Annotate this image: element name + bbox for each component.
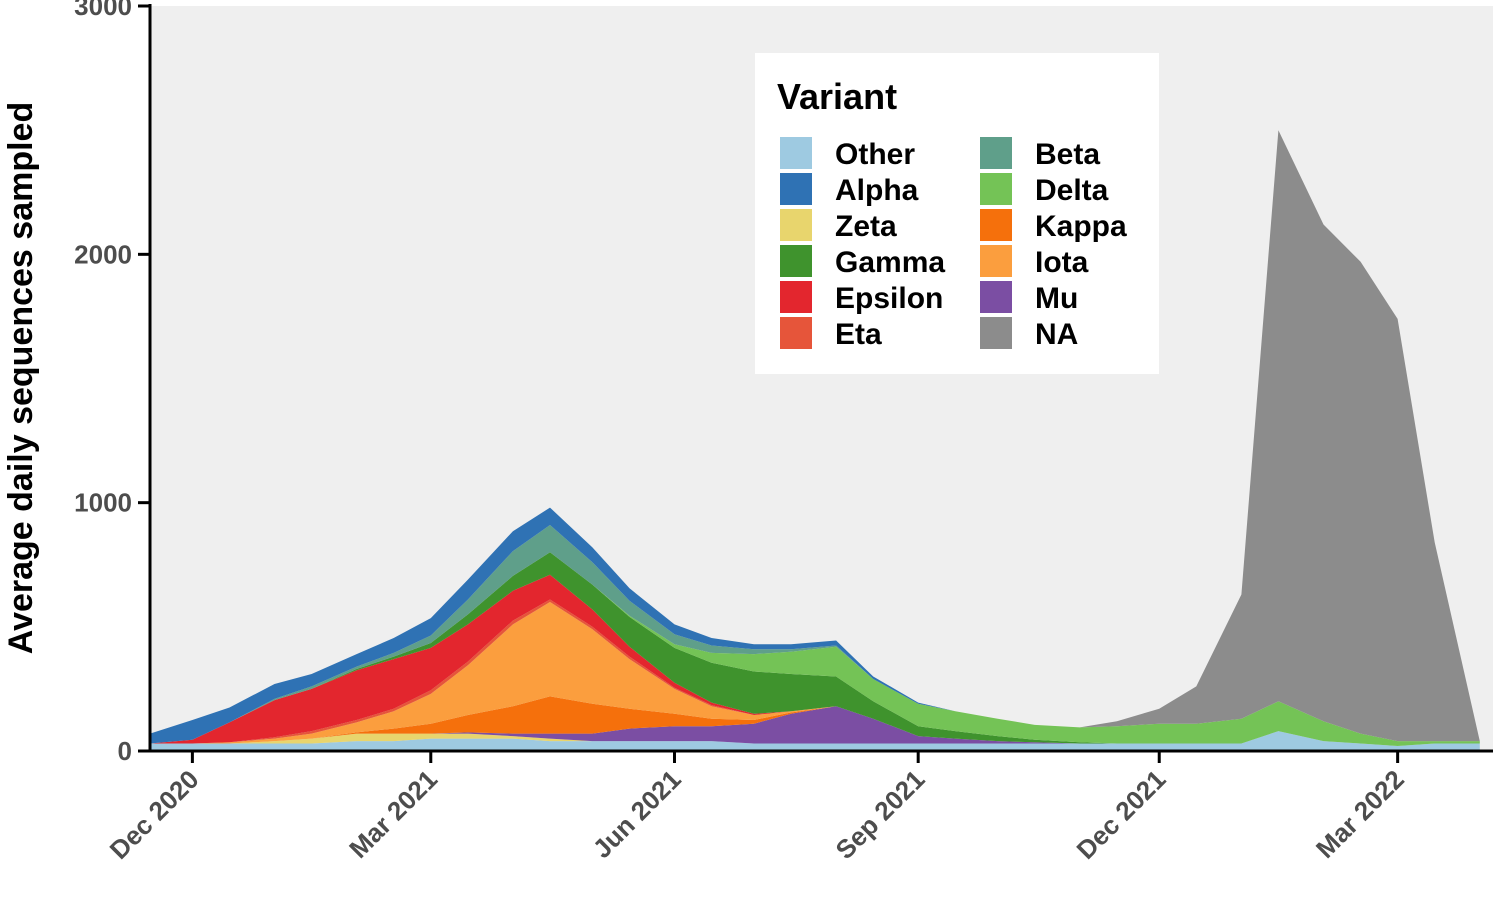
legend-label-kappa: Kappa (1035, 210, 1127, 243)
x-tick-label: Mar 2021 (343, 764, 443, 864)
legend-key-alpha (778, 171, 814, 207)
y-tick-label: 0 (118, 736, 132, 766)
legend-label-iota: Iota (1035, 246, 1089, 279)
legend-label-na: NA (1035, 318, 1078, 351)
legend-box (755, 53, 1159, 374)
legend-key-beta (978, 135, 1014, 171)
legend-key-mu (978, 279, 1014, 315)
y-tick-label: 1000 (74, 488, 132, 518)
x-tick-label: Sep 2021 (830, 764, 931, 865)
x-tick-label: Dec 2020 (104, 764, 205, 865)
area-na (150, 130, 1480, 742)
y-tick-label: 3000 (74, 0, 132, 21)
x-axis-ticks: Dec 2020 Mar 2021 Jun 2021 Sep 2021 Dec 2021… (104, 751, 1410, 865)
legend-label-gamma: Gamma (835, 246, 945, 279)
legend-label-eta: Eta (835, 318, 882, 351)
area-iota (150, 602, 1480, 746)
y-axis-ticks: 0 1000 2000 3000 (74, 0, 150, 766)
legend-key-eta (778, 315, 814, 351)
legend-key-delta (978, 171, 1014, 207)
legend-label-mu: Mu (1035, 282, 1078, 315)
legend-key-gamma (778, 243, 814, 279)
area-gamma (150, 552, 1480, 746)
y-tick-label: 2000 (74, 239, 132, 269)
area-alpha (150, 507, 1480, 744)
legend-key-zeta (778, 207, 814, 243)
area-delta (150, 552, 1480, 746)
legend-label-epsilon: Epsilon (835, 282, 943, 315)
x-tick-label: Dec 2021 (1070, 764, 1171, 865)
legend-key-na (978, 315, 1014, 351)
legend-key-other (778, 135, 814, 171)
area-mu (150, 706, 1480, 746)
legend-key-iota (978, 243, 1014, 279)
area-epsilon (150, 574, 1480, 746)
area-zeta (150, 731, 1480, 746)
x-tick-label: Mar 2022 (1310, 764, 1410, 864)
legend-label-alpha: Alpha (835, 174, 919, 207)
area-other (150, 731, 1480, 751)
legend-title: Variant (777, 76, 897, 117)
area-layers (150, 130, 1480, 751)
legend-label-beta: Beta (1035, 138, 1100, 171)
legend-label-zeta: Zeta (835, 210, 897, 243)
legend-key-kappa (978, 207, 1014, 243)
y-axis-title: Average daily sequences sampled (2, 102, 40, 654)
legend-key-epsilon (778, 279, 814, 315)
legend-label-delta: Delta (1035, 174, 1109, 207)
legend-label-other: Other (835, 138, 915, 171)
x-tick-label: Jun 2021 (587, 764, 687, 864)
